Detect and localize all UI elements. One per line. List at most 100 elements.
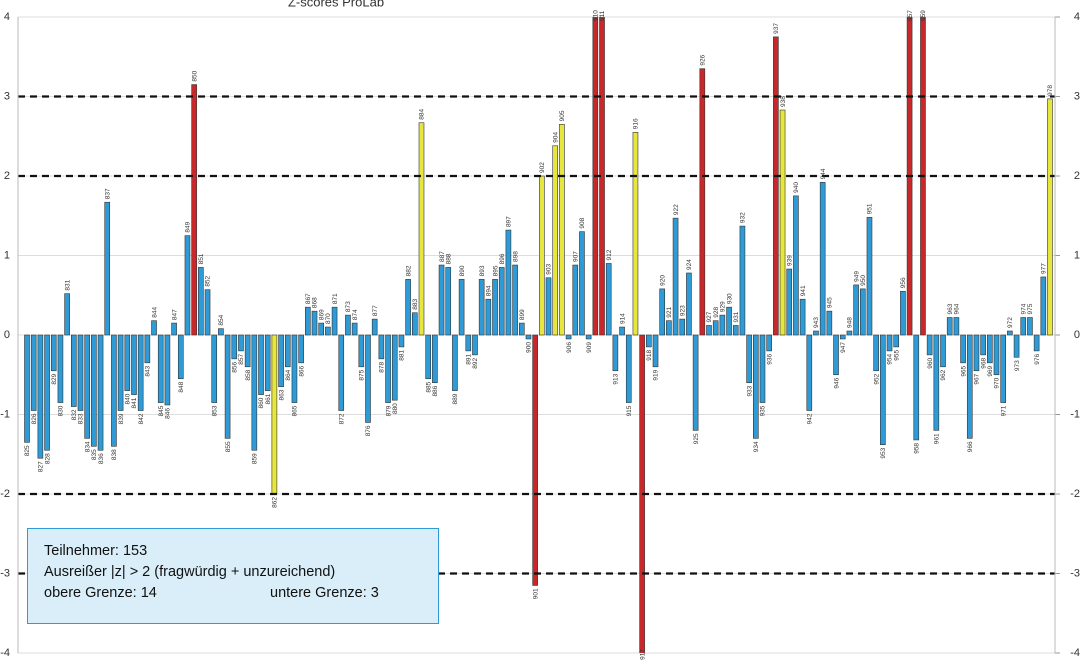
- x-tick-label: 881: [399, 350, 406, 361]
- x-tick-label: 913: [613, 373, 620, 384]
- x-tick-label: 855: [225, 441, 232, 452]
- bar: [525, 334, 532, 340]
- x-tick-label: 862: [272, 497, 279, 508]
- bar: [565, 334, 572, 340]
- bar: [1040, 276, 1047, 336]
- bar: [906, 17, 913, 336]
- bar: [859, 288, 866, 336]
- x-tick-label: 892: [472, 358, 479, 369]
- x-tick-label: 921: [666, 306, 673, 317]
- bar: [599, 17, 605, 336]
- x-tick-label: 903: [546, 264, 553, 275]
- x-tick-label: 840: [125, 393, 132, 404]
- x-tick-label: 941: [800, 285, 807, 296]
- bar: [231, 334, 238, 360]
- bar: [311, 310, 318, 336]
- bar: [592, 17, 599, 336]
- bar: [412, 312, 418, 336]
- bar: [50, 334, 57, 372]
- x-tick-label: 874: [352, 309, 359, 320]
- bar: [164, 334, 171, 406]
- bar: [692, 334, 699, 431]
- y2-tick-label: 2: [1074, 170, 1080, 182]
- x-tick-label: 969: [987, 365, 994, 376]
- x-tick-label: 889: [452, 393, 459, 404]
- x-tick-label: 839: [118, 413, 125, 424]
- bar: [438, 264, 445, 336]
- x-tick-label: 965: [960, 365, 967, 376]
- info-line: Ausreißer |z| > 2 (fragwürdig + unzureic…: [44, 564, 336, 580]
- bar: [325, 326, 331, 336]
- info-lower: untere Grenze: 3: [270, 585, 379, 601]
- bar: [485, 298, 492, 336]
- x-tick-label: 928: [713, 306, 720, 317]
- bar: [117, 334, 124, 411]
- x-tick-label: 872: [338, 413, 345, 424]
- x-tick-label: 932: [740, 212, 747, 223]
- bar: [806, 334, 813, 411]
- x-tick-label: 866: [298, 365, 305, 376]
- x-tick-label: 935: [760, 405, 767, 416]
- bar: [786, 268, 793, 336]
- x-tick-label: 865: [292, 405, 299, 416]
- bar: [498, 267, 505, 336]
- info-box: Teilnehmer: 153 Ausreißer |z| > 2 (fragw…: [27, 528, 439, 624]
- bar: [1013, 334, 1020, 358]
- x-tick-label: 963: [947, 303, 954, 314]
- bar: [779, 109, 786, 336]
- bar: [886, 334, 893, 352]
- bar: [131, 334, 137, 395]
- bar: [913, 334, 920, 441]
- bar: [579, 231, 585, 336]
- x-tick-label: 906: [566, 342, 573, 353]
- x-tick-label: 977: [1041, 263, 1048, 274]
- x-tick-label: 831: [64, 279, 71, 290]
- bar: [853, 284, 859, 336]
- bar: [64, 293, 70, 336]
- bar: [385, 334, 391, 403]
- x-tick-label: 933: [746, 385, 753, 396]
- y2-tick-label: 4: [1074, 11, 1080, 23]
- x-tick-label: 882: [405, 265, 412, 276]
- x-tick-label: 875: [359, 369, 366, 380]
- bar: [425, 334, 431, 380]
- x-tick-label: 858: [245, 369, 252, 380]
- bar: [30, 334, 37, 411]
- bar: [1000, 334, 1006, 403]
- x-tick-label: 869: [318, 309, 325, 320]
- x-tick-label: 891: [466, 354, 473, 365]
- y-tick-label: 0: [4, 329, 10, 341]
- bar: [458, 279, 465, 336]
- bar: [91, 334, 97, 447]
- bar: [893, 334, 900, 348]
- x-tick-label: 926: [700, 54, 707, 65]
- x-tick-label: 835: [91, 449, 98, 460]
- bar: [819, 182, 826, 336]
- bar: [405, 279, 411, 336]
- bar: [472, 334, 478, 356]
- x-tick-label: 948: [847, 317, 854, 328]
- x-tick-label: 828: [44, 453, 51, 464]
- bar: [465, 334, 472, 352]
- bar: [338, 334, 345, 411]
- bar: [726, 306, 732, 336]
- bar: [284, 334, 291, 368]
- x-tick-label: 830: [58, 405, 65, 416]
- x-tick-label: 871: [332, 293, 339, 304]
- bar: [298, 334, 304, 364]
- x-tick-label: 964: [954, 303, 961, 314]
- bar: [251, 334, 258, 451]
- x-tick-label: 876: [365, 425, 372, 436]
- bar: [666, 320, 672, 336]
- bar: [712, 320, 719, 336]
- x-tick-label: 920: [659, 275, 666, 286]
- x-tick-label: 886: [432, 385, 439, 396]
- x-tick-label: 915: [626, 405, 633, 416]
- bar: [739, 225, 746, 336]
- bar: [492, 279, 498, 336]
- y-tick-label: 4: [4, 11, 10, 23]
- bars: [24, 17, 1053, 653]
- x-tick-label: 864: [285, 369, 292, 380]
- x-tick-label: 947: [840, 342, 847, 353]
- x-tick-label: 860: [258, 397, 265, 408]
